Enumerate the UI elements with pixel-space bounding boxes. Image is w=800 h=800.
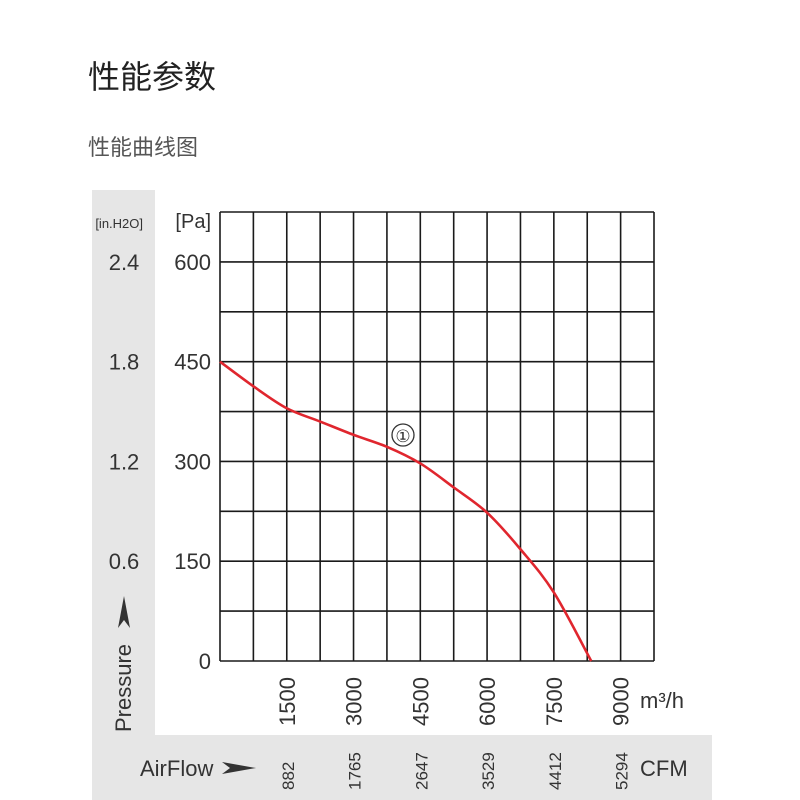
x-tick-label: 9000	[609, 677, 634, 726]
series-line	[219, 360, 593, 662]
x-unit-secondary: CFM	[640, 756, 688, 781]
x-axis-label: AirFlow	[140, 756, 213, 781]
x-tick-label: 4500	[408, 677, 433, 726]
x-tick-label-secondary: 4412	[546, 752, 565, 790]
x-tick-label: 7500	[542, 677, 567, 726]
series-marker-circle	[391, 423, 415, 447]
series-label: ①	[395, 427, 410, 446]
y-tick-label-secondary: 2.4	[109, 250, 140, 275]
y-tick-label-secondary: 1.2	[109, 449, 140, 474]
y-tick-label: 600	[174, 250, 211, 275]
x-arrow-icon	[222, 762, 256, 774]
y-unit: [Pa]	[175, 211, 211, 233]
y-tick-label: 150	[174, 549, 211, 574]
x-tick-label-secondary: 2647	[412, 752, 431, 790]
y-tick-label-secondary: 1.8	[109, 350, 140, 375]
y-tick-label: 300	[174, 449, 211, 474]
x-tick-label-secondary: 1765	[346, 752, 365, 790]
y-tick-label: 0	[199, 649, 211, 674]
y-arrow-icon	[118, 596, 130, 628]
y-tick-label-secondary: 0.6	[109, 549, 140, 574]
x-tick-label: 6000	[475, 677, 500, 726]
y-secondary-panel	[92, 190, 155, 800]
x-tick-label-secondary: 3529	[479, 752, 498, 790]
y-tick-label: 450	[174, 350, 211, 375]
x-secondary-panel	[92, 735, 712, 800]
x-unit: m³/h	[640, 688, 684, 713]
page-subtitle: 性能曲线图	[88, 136, 199, 161]
page-title: 性能参数	[88, 58, 217, 96]
x-tick-label-secondary: 5294	[613, 752, 632, 790]
x-tick-label: 3000	[342, 677, 367, 726]
y-axis-label: Pressure	[111, 644, 136, 732]
x-tick-label: 1500	[275, 677, 300, 726]
y-unit-secondary: [in.H2O]	[95, 216, 143, 231]
x-tick-label-secondary: 882	[279, 762, 298, 790]
